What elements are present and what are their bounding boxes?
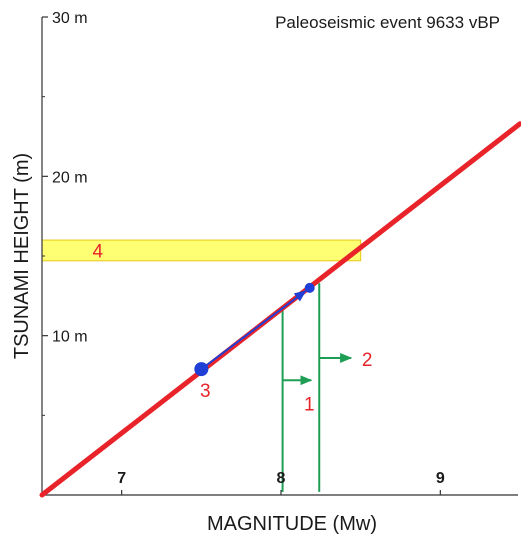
data-point <box>304 282 315 293</box>
mark-layer: 3 <box>194 282 315 402</box>
band-label: 4 <box>92 241 103 262</box>
x-tick-label: 9 <box>436 470 445 487</box>
x-axis-label: MAGNITUDE (Mw) <box>207 513 377 535</box>
blue-arrow <box>204 290 307 367</box>
chart-title: Paleoseismic event 9633 vBP <box>275 13 500 32</box>
x-tick-label: 7 <box>117 470 126 487</box>
annotation-label: 2 <box>362 350 373 371</box>
y-tick-label: 20 m <box>52 169 88 186</box>
x-tick-label: 8 <box>277 470 286 487</box>
height-band <box>41 239 362 262</box>
data-point <box>194 362 209 377</box>
y-tick-label: 30 m <box>52 10 88 27</box>
point-label: 3 <box>200 381 211 402</box>
annotation-label: 1 <box>304 394 315 415</box>
vline-layer: 12 <box>281 283 373 492</box>
tick-layer: 10 m 20 m 30 m 7 8 9 <box>42 10 445 495</box>
y-tick-label: 10 m <box>52 329 88 346</box>
band-layer: 4 <box>41 239 362 262</box>
y-axis-label: TSUNAMI HEIGHT (m) <box>11 153 33 359</box>
